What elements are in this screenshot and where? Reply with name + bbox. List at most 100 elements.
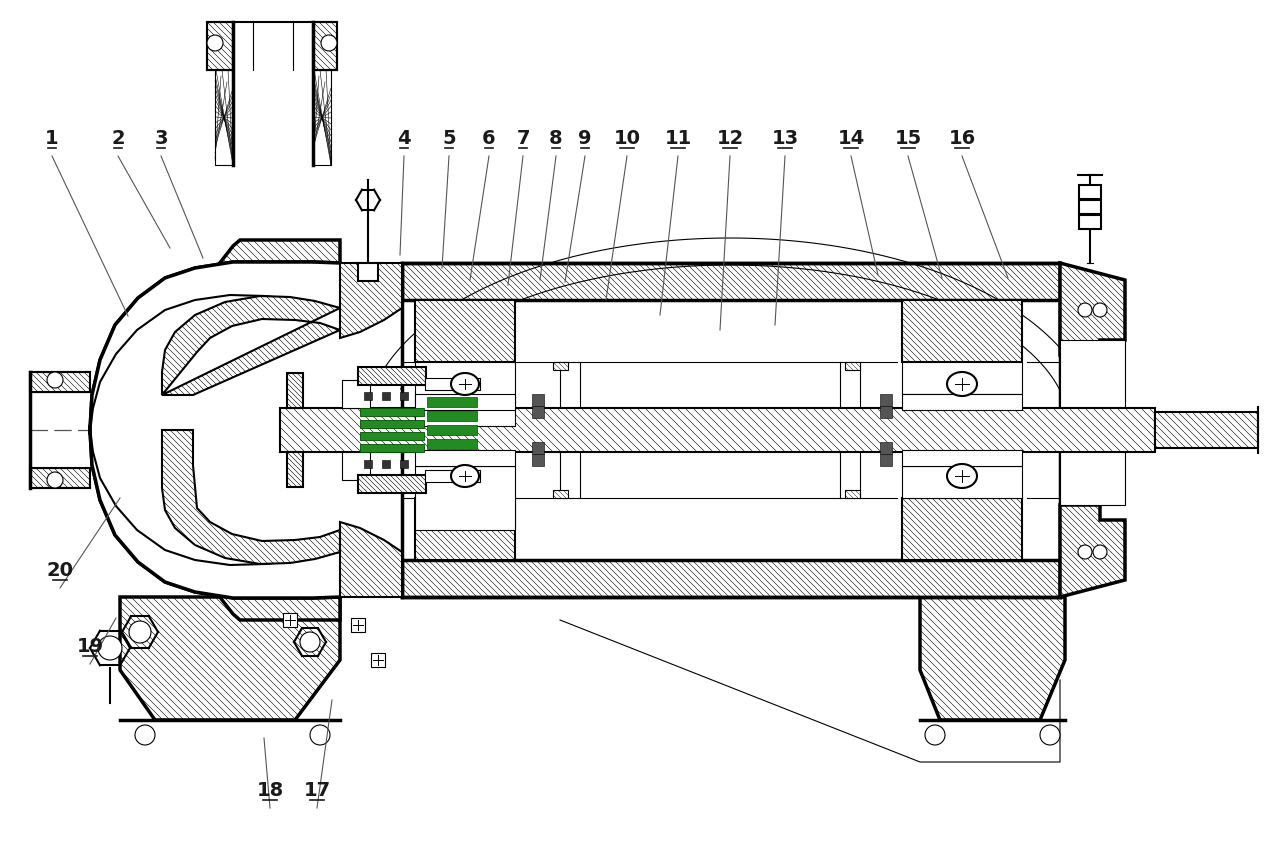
Polygon shape (357, 475, 427, 493)
Bar (880, 406, 892, 418)
Polygon shape (339, 522, 402, 597)
Bar (880, 394, 892, 406)
Bar (1059, 340, 1125, 505)
Bar (283, 613, 297, 627)
Bar (427, 397, 477, 407)
Polygon shape (90, 262, 339, 598)
Bar (415, 450, 515, 466)
Bar (880, 454, 892, 466)
Text: 4: 4 (397, 129, 411, 148)
Bar (902, 466, 1022, 498)
Bar (342, 380, 370, 408)
Bar (902, 362, 1022, 394)
Bar (532, 454, 544, 466)
Bar (880, 442, 892, 454)
Polygon shape (402, 560, 1059, 597)
Text: 16: 16 (948, 129, 976, 148)
Bar (360, 444, 424, 452)
Circle shape (1093, 303, 1107, 317)
Circle shape (322, 35, 337, 51)
Bar (360, 420, 424, 428)
Circle shape (310, 725, 330, 745)
Polygon shape (161, 296, 339, 395)
Text: 10: 10 (614, 129, 640, 148)
Bar (364, 460, 371, 468)
Polygon shape (357, 367, 427, 385)
Bar (371, 653, 386, 667)
Bar (1079, 215, 1100, 229)
Polygon shape (29, 468, 90, 488)
Circle shape (47, 472, 63, 488)
Polygon shape (287, 373, 304, 408)
Polygon shape (208, 22, 233, 70)
Bar (382, 460, 389, 468)
Ellipse shape (451, 373, 479, 395)
Bar (532, 394, 544, 406)
Polygon shape (845, 362, 860, 370)
Bar (902, 450, 1022, 466)
Text: 7: 7 (516, 129, 530, 148)
Text: 20: 20 (46, 561, 73, 580)
Text: 18: 18 (256, 781, 283, 800)
Polygon shape (339, 263, 402, 338)
Text: 14: 14 (838, 129, 865, 148)
Polygon shape (553, 490, 567, 498)
Text: 17: 17 (304, 781, 330, 800)
Bar (357, 263, 378, 281)
Text: 19: 19 (77, 637, 104, 656)
Text: 6: 6 (482, 129, 496, 148)
Polygon shape (1059, 505, 1125, 597)
Bar (427, 425, 477, 435)
Bar (427, 411, 477, 421)
Bar (415, 466, 515, 530)
Bar (425, 378, 480, 390)
Ellipse shape (451, 465, 479, 487)
Circle shape (99, 636, 122, 660)
Polygon shape (90, 430, 339, 620)
Polygon shape (90, 295, 339, 565)
Circle shape (925, 725, 945, 745)
Polygon shape (1059, 263, 1125, 355)
Bar (415, 362, 515, 426)
Polygon shape (902, 300, 1022, 362)
Ellipse shape (947, 372, 977, 396)
Circle shape (208, 35, 223, 51)
Bar (342, 452, 370, 480)
Text: 3: 3 (154, 129, 168, 148)
Bar (364, 392, 371, 400)
Bar (415, 394, 515, 410)
Text: 8: 8 (550, 129, 562, 148)
Polygon shape (287, 452, 304, 487)
Polygon shape (902, 498, 1022, 560)
Bar (360, 408, 424, 416)
Circle shape (135, 725, 155, 745)
Text: 11: 11 (665, 129, 692, 148)
Text: 2: 2 (111, 129, 124, 148)
Polygon shape (1155, 412, 1258, 448)
Bar (532, 442, 544, 454)
Circle shape (47, 372, 63, 388)
Polygon shape (90, 240, 339, 430)
Ellipse shape (947, 464, 977, 488)
Circle shape (1093, 545, 1107, 559)
Bar (532, 406, 544, 418)
Polygon shape (415, 300, 515, 362)
Text: 5: 5 (442, 129, 456, 148)
Bar (313, 70, 330, 165)
Polygon shape (281, 408, 1155, 452)
Polygon shape (313, 22, 337, 70)
Polygon shape (29, 372, 90, 392)
Text: 9: 9 (578, 129, 592, 148)
Bar (1079, 185, 1100, 199)
Polygon shape (402, 263, 1059, 300)
Bar (427, 439, 477, 449)
Polygon shape (161, 430, 339, 564)
Bar (1079, 200, 1100, 214)
Bar (360, 432, 424, 440)
Polygon shape (920, 597, 1065, 720)
Circle shape (129, 621, 151, 643)
Polygon shape (415, 498, 515, 560)
Text: 12: 12 (716, 129, 744, 148)
Bar (400, 460, 409, 468)
Text: 15: 15 (894, 129, 921, 148)
